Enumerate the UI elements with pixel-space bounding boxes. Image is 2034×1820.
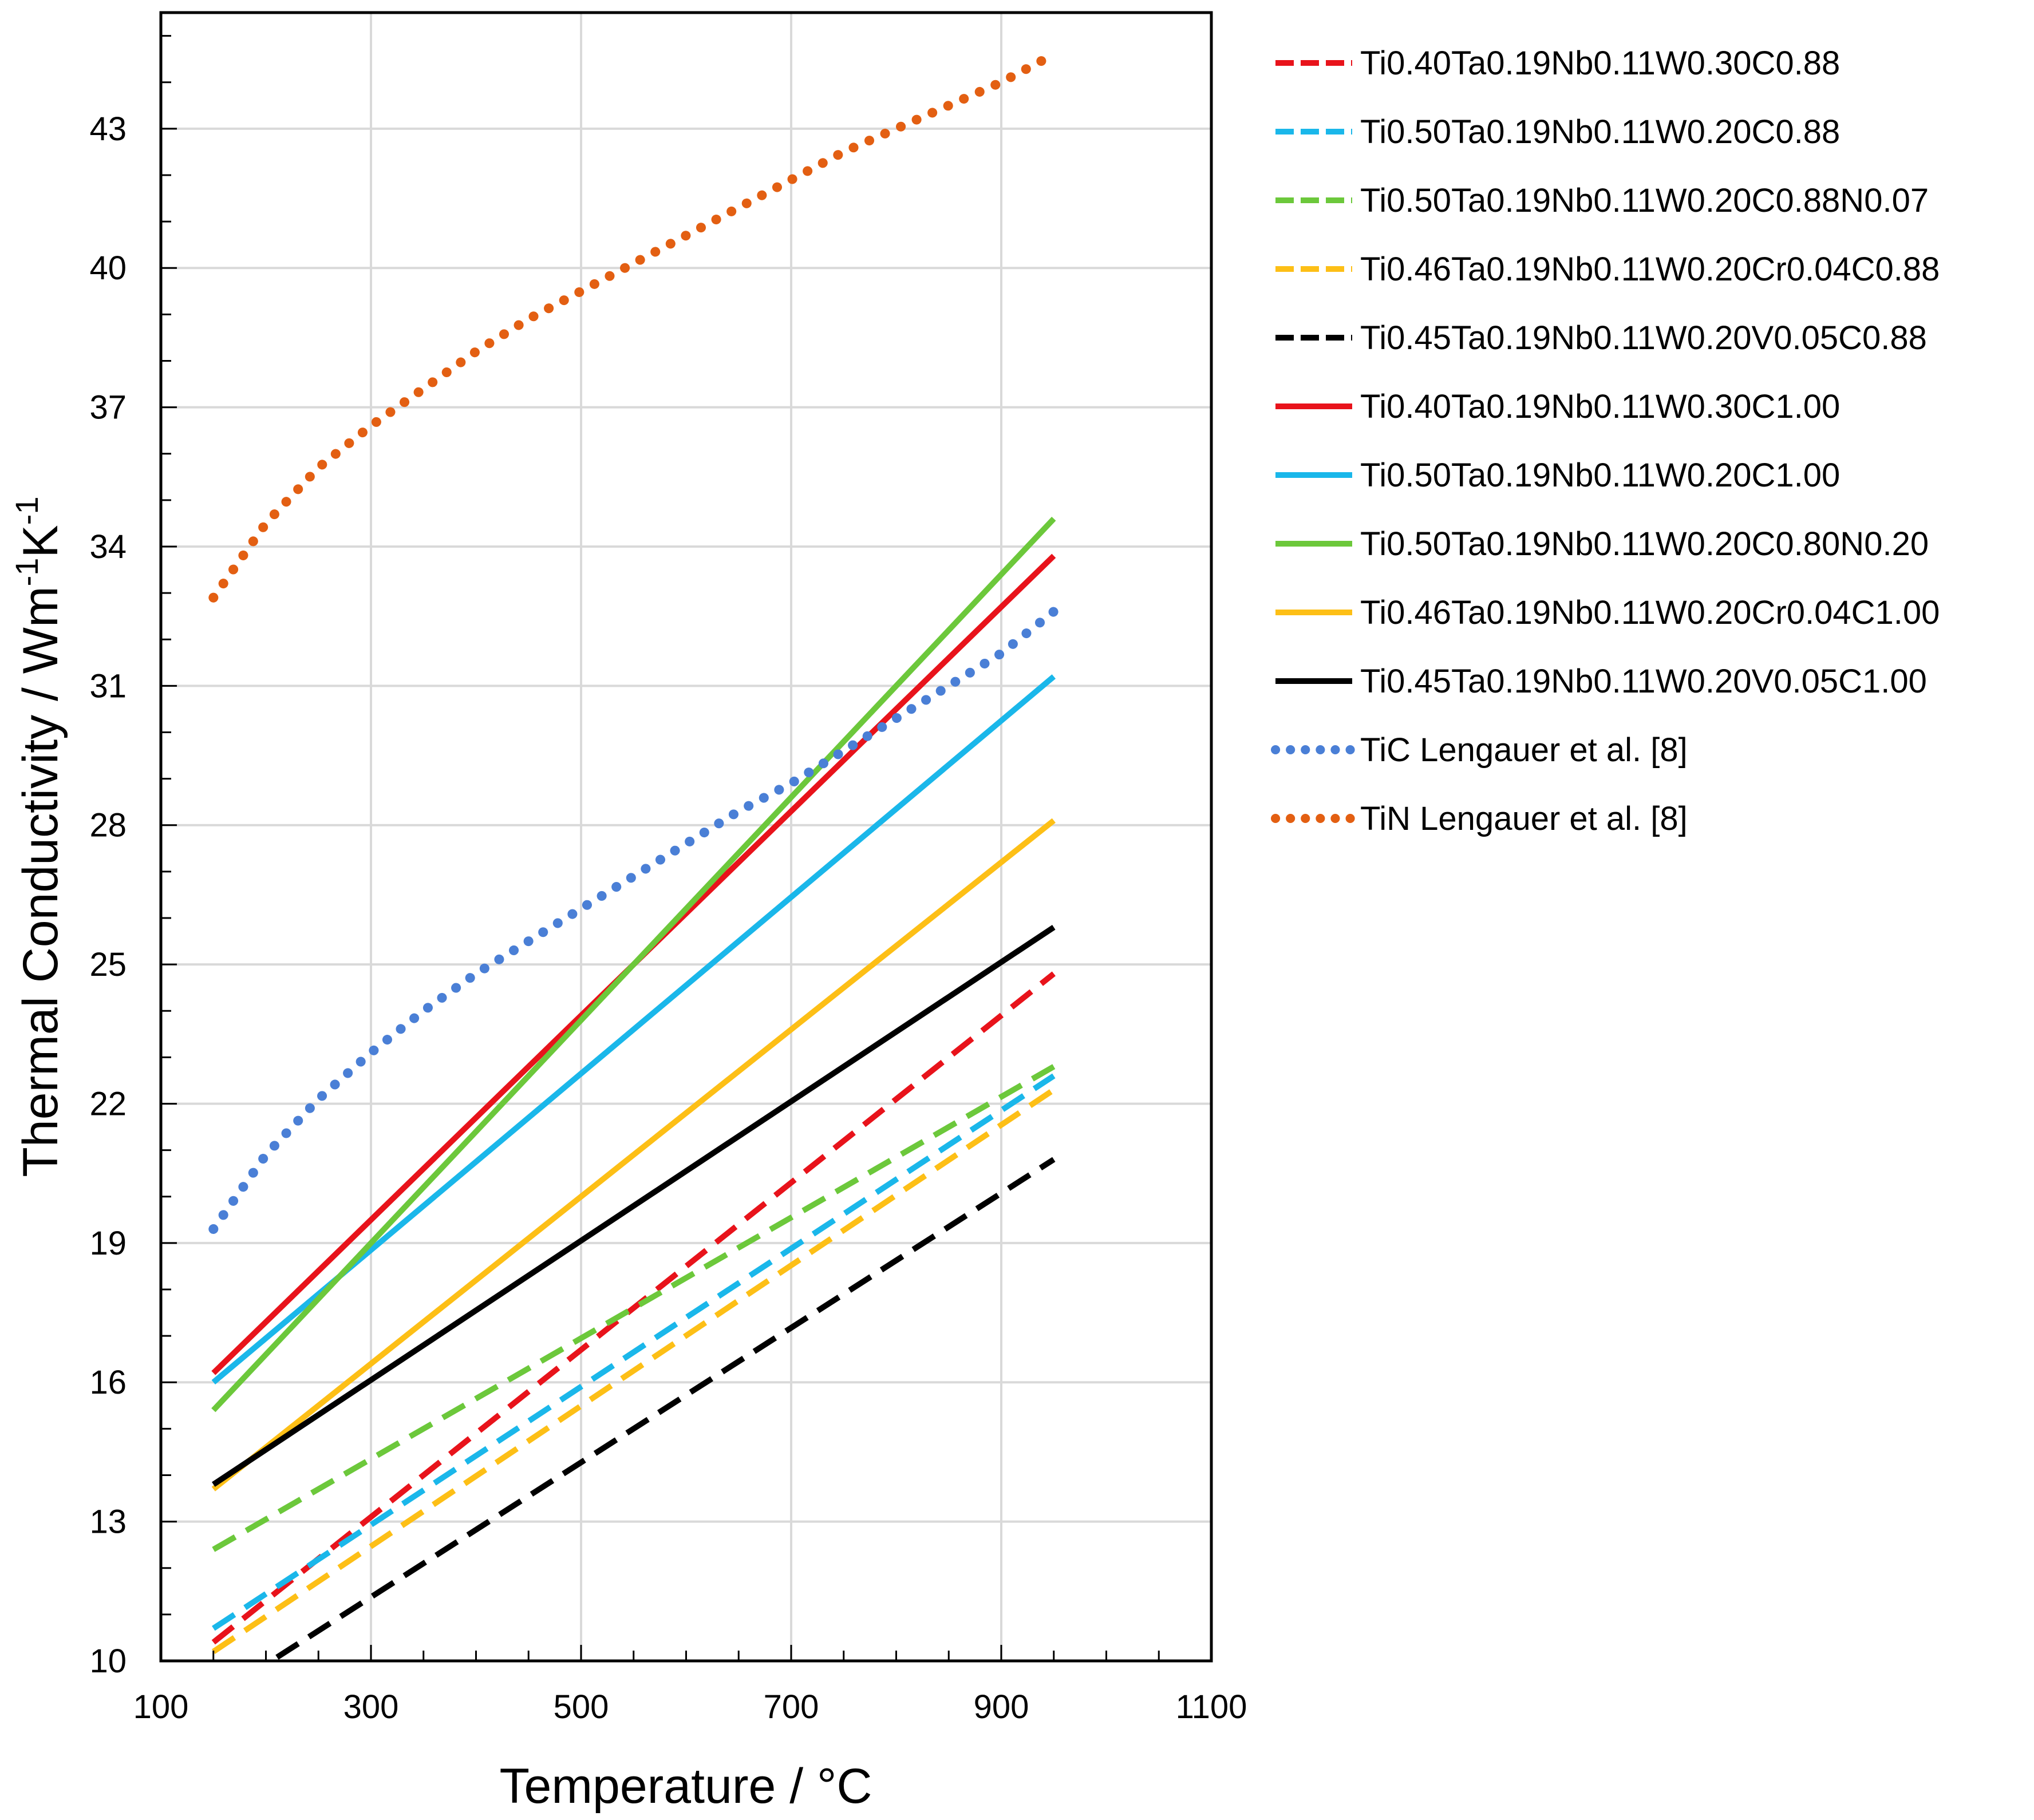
legend-label-10: Ti0.45Ta0.19Nb0.11W0.20V0.05C1.00 xyxy=(1360,663,1927,700)
legend-label-4: Ti0.46Ta0.19Nb0.11W0.20Cr0.04C0.88 xyxy=(1360,251,1940,288)
x-tick-label: 700 xyxy=(764,1688,819,1726)
y-tick-label: 31 xyxy=(89,667,127,705)
legend-label-1: Ti0.40Ta0.19Nb0.11W0.30C0.88 xyxy=(1360,45,1840,82)
legend-label-3: Ti0.50Ta0.19Nb0.11W0.20C0.88N0.07 xyxy=(1360,182,1929,219)
grid xyxy=(161,13,1211,1661)
y-axis-title: Thermal Conductivity / Wm-1K-1 xyxy=(9,496,68,1177)
x-tick-label: 900 xyxy=(974,1688,1029,1726)
y-axis-title-sup2: -1 xyxy=(9,496,45,525)
axis-ticks xyxy=(160,35,1212,1662)
series-line-3 xyxy=(212,1064,1056,1552)
series-line-8 xyxy=(211,516,1056,1413)
y-tick-label: 10 xyxy=(89,1643,127,1680)
legend-label-9: Ti0.46Ta0.19Nb0.11W0.20Cr0.04C1.00 xyxy=(1360,594,1940,631)
series-line-10 xyxy=(212,925,1056,1487)
legend-label-12: TiN Lengauer et al. [8] xyxy=(1360,800,1688,837)
y-tick-label: 13 xyxy=(89,1504,127,1541)
legend-label-8: Ti0.50Ta0.19Nb0.11W0.20C0.80N0.20 xyxy=(1360,525,1929,563)
x-axis-title: Temperature / °C xyxy=(500,1759,872,1814)
series-line-4 xyxy=(212,1087,1056,1654)
y-tick-label: 43 xyxy=(89,110,127,148)
x-tick-label: 1100 xyxy=(1176,1688,1247,1726)
x-tick-labels: 100 300 500 700 900 1100 xyxy=(133,1688,1247,1726)
legend-label-11: TiC Lengauer et al. [8] xyxy=(1360,731,1688,769)
series-line-1 xyxy=(211,971,1056,1645)
series-group xyxy=(208,49,1059,1661)
series-line-11 xyxy=(208,607,1059,1234)
y-tick-label: 37 xyxy=(89,389,127,426)
x-tick-label: 100 xyxy=(133,1688,189,1726)
series-line-9 xyxy=(211,818,1056,1491)
legend-label-6: Ti0.40Ta0.19Nb0.11W0.30C1.00 xyxy=(1360,388,1840,425)
legend: Ti0.40Ta0.19Nb0.11W0.30C0.88 Ti0.50Ta0.19… xyxy=(1271,45,1940,837)
y-tick-label: 19 xyxy=(89,1225,127,1262)
y-tick-label: 34 xyxy=(89,528,127,565)
y-axis-title-k: K xyxy=(13,525,68,557)
y-axis-title-sup1: -1 xyxy=(9,558,45,587)
y-axis-title-main: Thermal Conductivity / Wm xyxy=(13,586,68,1177)
x-tick-label: 300 xyxy=(343,1688,399,1726)
legend-label-5: Ti0.45Ta0.19Nb0.11W0.20V0.05C0.88 xyxy=(1360,319,1927,357)
y-tick-label: 22 xyxy=(89,1085,127,1122)
y-tick-label: 25 xyxy=(89,946,127,983)
series-line-5 xyxy=(266,1157,1056,1661)
series-line-2 xyxy=(212,1073,1056,1631)
y-tick-labels: 10 13 16 19 22 25 28 31 34 37 40 43 xyxy=(89,110,127,1680)
legend-label-2: Ti0.50Ta0.19Nb0.11W0.20C0.88 xyxy=(1360,113,1840,151)
x-tick-label: 500 xyxy=(554,1688,609,1726)
y-tick-label: 40 xyxy=(89,250,127,287)
y-tick-label: 28 xyxy=(89,807,127,844)
series-line-12 xyxy=(208,49,1059,603)
legend-label-7: Ti0.50Ta0.19Nb0.11W0.20C1.00 xyxy=(1360,457,1840,494)
y-tick-label: 16 xyxy=(89,1364,127,1401)
